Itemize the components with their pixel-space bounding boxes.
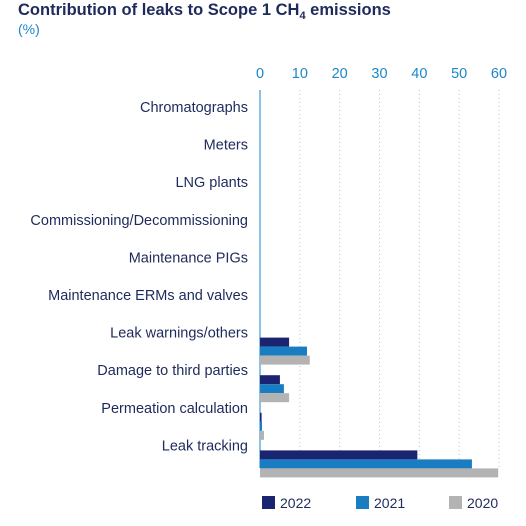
title-subscript: 4 bbox=[299, 10, 306, 22]
chart-unit: (%) bbox=[18, 21, 40, 37]
bar-2021 bbox=[260, 384, 284, 394]
x-tick-label: 40 bbox=[411, 66, 427, 82]
legend-swatch-2022 bbox=[262, 496, 275, 509]
bar-2020 bbox=[260, 468, 499, 478]
bar-2020 bbox=[260, 355, 310, 365]
bar-2022 bbox=[260, 450, 418, 460]
category-label: Maintenance ERMs and valves bbox=[48, 288, 248, 304]
x-tick-label: 30 bbox=[371, 66, 387, 82]
bar-2022 bbox=[260, 337, 290, 347]
category-labels: Chromatographs Meters LNG plants Commission… bbox=[30, 100, 248, 454]
x-tick-label: 0 bbox=[256, 66, 264, 82]
category-label: Permeation calculation bbox=[101, 401, 248, 417]
title-suffix: emissions bbox=[305, 1, 391, 19]
category-label: Maintenance PIGs bbox=[129, 250, 248, 266]
category-label: Commissioning/Decommissioning bbox=[30, 213, 248, 229]
category-label: Chromatographs bbox=[140, 100, 248, 116]
chart-title: Contribution of leaks to Scope 1 CH4 emi… bbox=[18, 1, 391, 22]
category-label: Leak warnings/others bbox=[110, 326, 248, 342]
legend: 2022 2021 2020 bbox=[262, 495, 498, 511]
legend-label: 2022 bbox=[280, 495, 311, 511]
legend-swatch-2021 bbox=[356, 496, 369, 509]
bar-2022 bbox=[260, 375, 280, 385]
bar-2021 bbox=[260, 421, 262, 431]
x-tick-label: 50 bbox=[451, 66, 467, 82]
x-axis-ticks: 0 10 20 30 40 50 60 bbox=[256, 66, 507, 82]
bars bbox=[260, 337, 499, 478]
bar-2021 bbox=[260, 346, 308, 356]
x-tick-label: 60 bbox=[491, 66, 507, 82]
category-label: Meters bbox=[204, 138, 248, 154]
bar-2020 bbox=[260, 430, 264, 440]
bar-2022 bbox=[260, 412, 262, 422]
bar-2021 bbox=[260, 459, 472, 469]
legend-label: 2020 bbox=[467, 495, 498, 511]
legend-label: 2021 bbox=[374, 495, 405, 511]
x-tick-label: 10 bbox=[292, 66, 308, 82]
category-label: Damage to third parties bbox=[97, 363, 248, 379]
category-label: Leak tracking bbox=[162, 438, 248, 454]
legend-swatch-2020 bbox=[449, 496, 462, 509]
bar-2020 bbox=[260, 393, 290, 403]
title-prefix: Contribution of leaks to Scope 1 CH bbox=[18, 1, 300, 19]
x-tick-label: 20 bbox=[332, 66, 348, 82]
category-label: LNG plants bbox=[175, 175, 248, 191]
gridlines bbox=[259, 90, 500, 468]
